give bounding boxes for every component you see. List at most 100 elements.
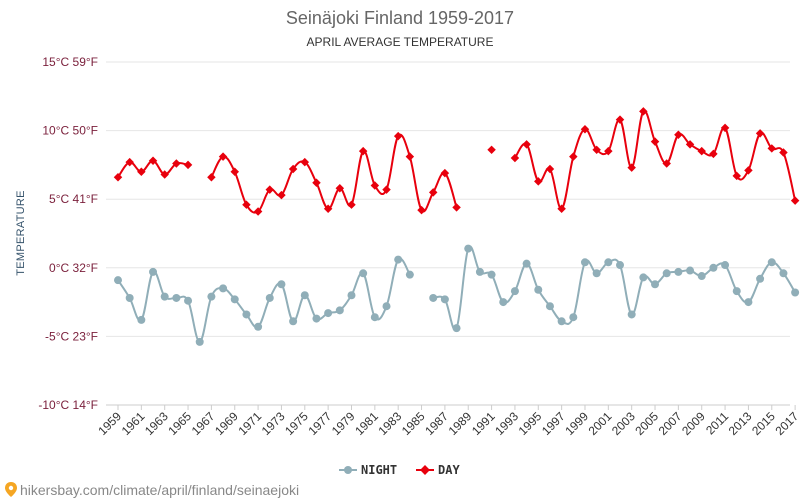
night-point-2016[interactable] [779, 269, 788, 278]
night-point-2013[interactable] [744, 298, 753, 307]
day-point-1961[interactable] [137, 167, 146, 177]
night-point-2006[interactable] [662, 269, 671, 278]
day-point-1991[interactable] [487, 145, 496, 155]
day-point-1968[interactable] [218, 152, 228, 161]
night-point-1999[interactable] [580, 258, 589, 267]
day-point-2017[interactable] [790, 196, 800, 205]
day-point-1982[interactable] [382, 185, 391, 194]
night-point-1976[interactable] [312, 314, 321, 323]
night-point-2005[interactable] [651, 280, 660, 289]
day-point-2013[interactable] [744, 166, 753, 175]
night-point-2001[interactable] [604, 258, 613, 267]
night-point-1970[interactable] [242, 310, 251, 319]
night-point-1964[interactable] [172, 293, 181, 302]
day-point-1962[interactable] [148, 156, 158, 166]
night-point-1994[interactable] [522, 259, 531, 268]
night-point-1974[interactable] [289, 317, 298, 326]
night-point-1978[interactable] [335, 306, 344, 315]
day-point-1967[interactable] [207, 173, 216, 182]
day-point-1994[interactable] [522, 140, 531, 149]
day-point-2007[interactable] [674, 130, 683, 139]
night-point-2011[interactable] [721, 261, 730, 270]
day-point-1986[interactable] [428, 188, 438, 197]
night-point-1997[interactable] [557, 317, 566, 326]
night-point-2012[interactable] [732, 287, 741, 296]
night-point-1977[interactable] [324, 309, 333, 318]
day-point-1965[interactable] [183, 160, 193, 170]
night-point-1961[interactable] [137, 315, 146, 324]
night-point-1967[interactable] [207, 292, 216, 301]
night-point-2002[interactable] [616, 261, 625, 270]
night-point-1966[interactable] [195, 337, 204, 346]
day-point-1959[interactable] [113, 173, 123, 182]
night-point-1962[interactable] [149, 267, 158, 276]
night-point-2008[interactable] [686, 266, 695, 275]
day-point-1985[interactable] [417, 205, 426, 215]
night-point-1971[interactable] [254, 322, 263, 331]
night-point-1993[interactable] [510, 287, 519, 296]
night-point-2004[interactable] [639, 273, 648, 282]
night-point-1973[interactable] [277, 280, 286, 289]
night-point-1972[interactable] [265, 293, 274, 302]
legend-item-night[interactable]: NIGHT [339, 463, 397, 477]
night-point-2003[interactable] [627, 310, 636, 319]
night-point-1986[interactable] [429, 293, 438, 302]
night-point-2017[interactable] [791, 288, 800, 297]
legend[interactable]: NIGHT DAY [339, 463, 460, 477]
day-point-1981[interactable] [370, 181, 380, 190]
night-point-1996[interactable] [545, 302, 554, 311]
day-point-1964[interactable] [172, 159, 181, 168]
night-point-1991[interactable] [487, 270, 496, 279]
day-point-1971[interactable] [253, 207, 263, 216]
day-point-1983[interactable] [393, 131, 403, 141]
night-point-1981[interactable] [370, 313, 379, 322]
day-point-1996[interactable] [545, 164, 555, 174]
night-point-1968[interactable] [219, 284, 228, 293]
day-point-1963[interactable] [160, 170, 169, 179]
day-point-1978[interactable] [335, 183, 345, 193]
day-point-1984[interactable] [405, 152, 415, 161]
night-point-2009[interactable] [697, 272, 706, 281]
day-point-1973[interactable] [277, 190, 286, 200]
day-point-1972[interactable] [265, 185, 275, 194]
day-point-1988[interactable] [452, 203, 461, 212]
footer[interactable]: hikersbay.com/climate/april/finland/sein… [5, 482, 299, 498]
night-point-1989[interactable] [464, 244, 473, 253]
night-point-1995[interactable] [534, 285, 543, 294]
day-point-2009[interactable] [697, 146, 706, 156]
night-point-1969[interactable] [230, 295, 239, 304]
night-point-1984[interactable] [405, 270, 414, 279]
day-point-1960[interactable] [125, 157, 134, 167]
day-point-1969[interactable] [230, 167, 239, 177]
night-point-1987[interactable] [440, 295, 449, 304]
day-point-2005[interactable] [650, 137, 660, 146]
night-point-2007[interactable] [674, 267, 683, 276]
day-point-1998[interactable] [569, 152, 578, 161]
night-point-2014[interactable] [756, 274, 765, 283]
legend-item-day[interactable]: DAY [416, 463, 460, 477]
night-point-1965[interactable] [184, 296, 193, 305]
day-point-1979[interactable] [347, 200, 356, 209]
night-point-1983[interactable] [394, 255, 403, 264]
day-point-1980[interactable] [358, 146, 368, 156]
day-point-1970[interactable] [242, 200, 251, 209]
night-point-1990[interactable] [475, 267, 484, 276]
night-point-1963[interactable] [160, 292, 169, 301]
night-point-1998[interactable] [569, 313, 578, 322]
night-point-1979[interactable] [347, 291, 356, 300]
day-point-1974[interactable] [288, 164, 298, 174]
day-point-1993[interactable] [510, 153, 520, 163]
night-point-1992[interactable] [499, 298, 508, 307]
night-point-2010[interactable] [709, 263, 718, 272]
night-point-1959[interactable] [114, 276, 122, 285]
day-point-1995[interactable] [534, 177, 543, 186]
day-point-1975[interactable] [300, 157, 310, 167]
day-point-1976[interactable] [312, 178, 321, 187]
day-point-1987[interactable] [440, 168, 450, 178]
night-point-2000[interactable] [592, 269, 601, 278]
night-point-2015[interactable] [767, 258, 776, 267]
night-point-1975[interactable] [300, 291, 309, 300]
day-point-1977[interactable] [323, 204, 333, 214]
night-point-1980[interactable] [359, 269, 368, 278]
night-point-1982[interactable] [382, 302, 391, 311]
